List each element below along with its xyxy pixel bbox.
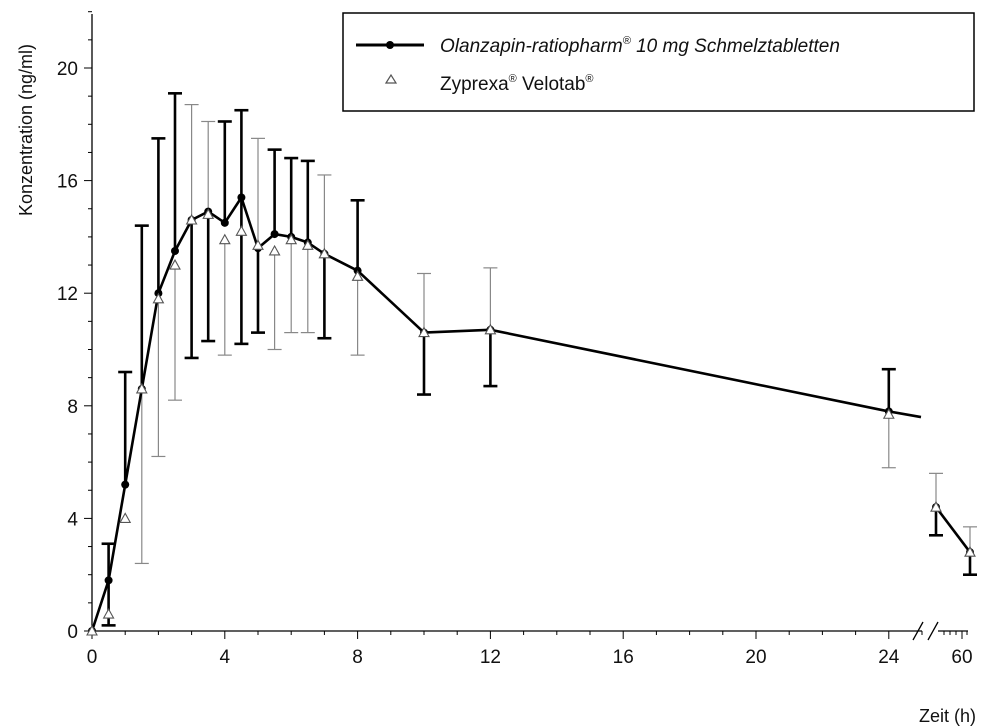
- legend: Olanzapin-ratiopharm® 10 mg Schmelztable…: [342, 12, 975, 112]
- marker-zyprexa: [218, 233, 231, 245]
- marker-olanzapin: [171, 246, 179, 255]
- x-tick-label: 24: [878, 647, 900, 668]
- legend-marker-series-1: [386, 41, 394, 49]
- y-tick-label: 8: [67, 397, 78, 418]
- marker-zyprexa: [964, 546, 976, 557]
- marker-olanzapin: [270, 230, 279, 239]
- legend-box: [342, 12, 975, 112]
- marker-zyprexa: [102, 607, 115, 619]
- legend-label-series-2-mid: Velotab: [517, 74, 586, 95]
- x-tick-label: 8: [352, 647, 363, 668]
- y-tick-label: 12: [57, 284, 78, 305]
- marker-olanzapin: [104, 576, 113, 585]
- axis-break-mark: [927, 621, 939, 641]
- marker-zyprexa: [169, 258, 181, 270]
- marker-zyprexa: [119, 512, 132, 523]
- marker-zyprexa: [301, 239, 314, 250]
- y-tick-label: 4: [67, 509, 78, 530]
- tick-labels: 0 4 8 12 16 20 0 4 8 12 16 20 24 60: [57, 59, 973, 668]
- marker-zyprexa: [268, 244, 281, 256]
- marker-zyprexa: [252, 239, 264, 250]
- x-tick-label: 0: [87, 647, 98, 668]
- series-line-olanzapin: [90, 196, 922, 632]
- x-tick-label: 4: [220, 647, 231, 668]
- x-tick-label-after-break: 60: [951, 647, 972, 668]
- marker-zyprexa: [882, 408, 895, 419]
- marker-zyprexa: [135, 382, 148, 394]
- series-lines: [90, 196, 972, 632]
- legend-label-series-2-sup2: ®: [585, 73, 593, 85]
- x-axis-title: Zeit (h): [919, 706, 976, 726]
- x-tick-label: 20: [745, 647, 766, 668]
- legend-label-series-1-sup: ®: [623, 35, 632, 47]
- legend-label-series-2-sup: ®: [509, 73, 517, 85]
- marker-zyprexa: [235, 225, 248, 236]
- marker-zyprexa: [285, 233, 298, 245]
- marker-zyprexa: [318, 247, 331, 259]
- marker-zyprexa: [86, 624, 98, 636]
- marker-zyprexa: [202, 208, 215, 219]
- y-tick-label: 16: [57, 172, 78, 193]
- legend-label-series-2-main: Zyprexa: [440, 74, 509, 95]
- legend-marker-series-2: [384, 73, 398, 84]
- legend-label-series-1-main: Olanzapin-ratiopharm: [440, 36, 623, 57]
- y-axis-title: Konzentration (ng/ml): [16, 44, 36, 216]
- y-tick-label: 20: [57, 59, 78, 80]
- x-tick-label: 12: [480, 647, 501, 668]
- marker-zyprexa: [930, 501, 942, 512]
- legend-label-series-2: Zyprexa® Velotab®: [440, 73, 594, 95]
- marker-zyprexa: [152, 292, 165, 304]
- marker-zyprexa: [418, 326, 430, 338]
- axis-break-mark: [912, 621, 924, 641]
- series-markers: [86, 193, 976, 636]
- marker-olanzapin: [121, 480, 130, 489]
- x-tick-label: 16: [613, 647, 634, 668]
- legend-label-series-1: Olanzapin-ratiopharm® 10 mg Schmelztable…: [440, 35, 840, 57]
- axes: [84, 11, 968, 641]
- marker-zyprexa: [484, 323, 497, 335]
- legend-label-series-1-rest: 10 mg Schmelztabletten: [631, 36, 840, 57]
- marker-zyprexa: [185, 213, 198, 225]
- marker-olanzapin: [237, 193, 246, 202]
- marker-zyprexa: [351, 270, 364, 281]
- series-line-olanzapin-after-break: [934, 506, 972, 553]
- error-bars: [101, 92, 977, 627]
- y-tick-label: 0: [67, 622, 78, 643]
- marker-olanzapin: [220, 218, 229, 227]
